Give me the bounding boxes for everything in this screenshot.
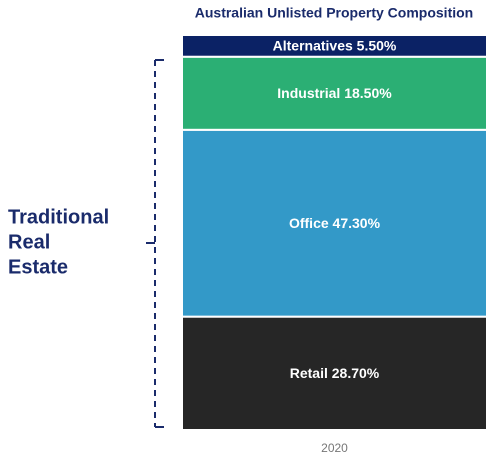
x-tick-label: 2020 [321,441,348,455]
bar-segment [181,55,488,131]
data-label: Retail 28.70% [290,365,380,381]
data-label: Alternatives 5.50% [273,38,397,54]
data-label: Office 47.30% [289,215,381,231]
annotation: Traditional [8,206,109,228]
bar-segment [181,315,488,432]
chart-title: Australian Unlisted Property Composition [195,5,473,21]
bracket [146,59,164,428]
bar-segment [181,34,488,58]
annotation: Real [8,231,50,253]
data-label: Industrial 18.50% [277,85,392,101]
annotation: Estate [8,256,68,278]
